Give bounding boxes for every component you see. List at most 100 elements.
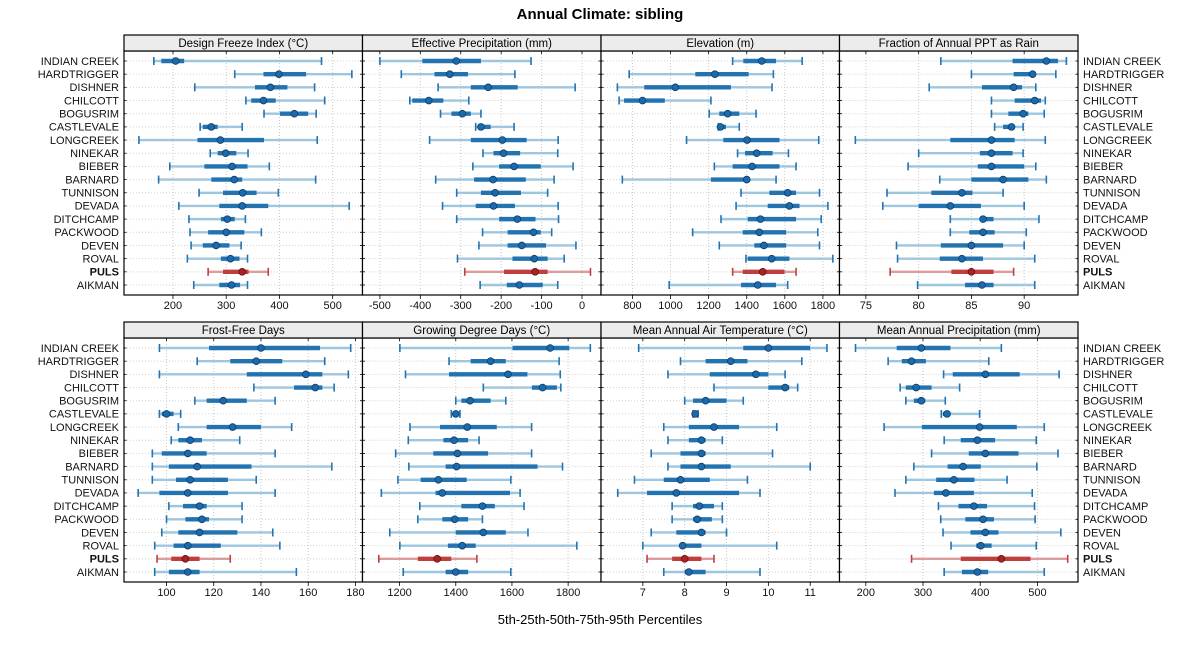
station-label-right-deven: DEVEN: [1083, 240, 1121, 252]
median-dot: [491, 188, 499, 197]
percentile-row-tunnison: [905, 475, 1008, 484]
percentile-row-bieber: [394, 449, 533, 458]
station-label-left-hardtrigger: HARDTRIGGER: [38, 69, 119, 81]
percentile-row-aikman: [668, 281, 789, 289]
median-dot: [498, 136, 507, 144]
percentile-row-bieber: [907, 162, 1037, 171]
median-dot: [193, 462, 202, 471]
x-tick-label: 200: [164, 300, 182, 312]
median-dot: [997, 555, 1006, 563]
station-label-right-indian-creek: INDIAN CREEK: [1083, 343, 1162, 355]
median-dot: [958, 254, 966, 263]
x-tick-label: 140: [252, 587, 270, 599]
median-dot: [458, 541, 467, 550]
median-dot: [183, 449, 192, 458]
station-label-right-puls: PULS: [1083, 554, 1112, 566]
median-dot: [726, 357, 735, 365]
percentile-row-packwood: [671, 515, 724, 524]
median-dot: [685, 568, 693, 576]
percentile-row-castlevale: [474, 122, 515, 131]
median-dot: [959, 462, 967, 471]
station-label-left-ditchcamp: DITCHCAMP: [54, 501, 119, 513]
median-dot: [697, 528, 706, 537]
median-dot: [967, 241, 976, 250]
median-dot: [671, 83, 680, 92]
strip-title: Growing Degree Days (°C): [413, 325, 550, 337]
percentile-row-chilcott: [990, 96, 1047, 105]
percentile-row-ditchcamp: [937, 502, 1036, 511]
median-dot: [680, 555, 689, 563]
station-label-left-longcreek: LONGCREEK: [50, 422, 120, 434]
percentile-row-ninekar: [407, 436, 480, 445]
median-dot: [266, 83, 275, 92]
median-dot: [1028, 70, 1037, 78]
station-label-left-ditchcamp: DITCHCAMP: [54, 214, 119, 226]
median-dot: [1007, 123, 1016, 131]
median-dot: [676, 475, 685, 484]
median-dot: [257, 344, 265, 352]
percentile-row-longcreek: [409, 423, 533, 432]
median-dot: [450, 436, 458, 445]
median-dot: [434, 475, 443, 484]
percentile-row-bogusrim: [708, 109, 757, 118]
station-label-right-tunnison: TUNNISON: [1083, 188, 1141, 200]
strip-title: Design Freeze Index (°C): [178, 38, 308, 50]
station-label-left-chilcott: CHILCOTT: [64, 382, 119, 394]
median-dot: [742, 175, 751, 184]
median-dot: [458, 109, 467, 118]
percentile-row-bogusrim: [454, 396, 507, 405]
percentile-row-dishner: [928, 83, 1037, 92]
median-dot: [499, 149, 508, 158]
panel-background: [839, 338, 1078, 582]
station-label-left-packwood: PACKWOOD: [54, 227, 119, 239]
median-dot: [478, 502, 487, 510]
median-dot: [466, 396, 474, 405]
percentile-row-hardtrigger: [196, 357, 326, 366]
percentile-row-hardtrigger: [628, 70, 775, 79]
panel-background: [601, 51, 840, 295]
percentile-row-longcreek: [883, 423, 1046, 432]
percentile-row-ninekar: [667, 436, 724, 445]
percentile-row-packwood: [939, 515, 1036, 524]
median-dot: [1042, 57, 1051, 65]
percentile-row-deven: [478, 241, 577, 250]
median-dot: [973, 436, 982, 445]
percentile-row-castlevale: [716, 122, 741, 131]
percentile-row-bogusrim: [905, 396, 947, 405]
percentile-row-chilcott: [899, 383, 961, 392]
percentile-row-ninekar: [736, 149, 790, 158]
station-label-right-packwood: PACKWOOD: [1083, 514, 1148, 526]
median-dot: [757, 57, 766, 65]
x-tick-label: 400: [971, 587, 989, 599]
strip-title: Effective Precipitation (mm): [412, 38, 553, 50]
median-dot: [531, 268, 539, 276]
median-dot: [693, 515, 702, 524]
percentile-row-puls: [377, 554, 478, 563]
x-tick-label: 11: [804, 587, 815, 599]
median-dot: [697, 462, 706, 471]
percentile-row-aikman: [479, 281, 559, 289]
percentile-row-bogusrim: [263, 109, 317, 118]
x-tick-label: 75: [860, 300, 872, 312]
strip-title: Fraction of Annual PPT as Rain: [879, 38, 1039, 50]
median-dot: [230, 175, 238, 184]
median-dot: [275, 70, 283, 78]
median-dot: [981, 528, 990, 537]
axis-caption: 5th-25th-50th-75th-95th Percentiles: [498, 612, 703, 627]
station-label-right-dishner: DISHNER: [1083, 369, 1133, 381]
x-tick-label: -100: [531, 300, 553, 312]
percentile-row-devada: [616, 488, 761, 497]
station-label-right-ninekar: NINEKAR: [1083, 148, 1132, 160]
median-dot: [302, 370, 310, 379]
station-label-left-puls: PULS: [90, 267, 119, 279]
station-label-left-barnard: BARNARD: [65, 174, 119, 186]
percentile-row-bieber: [151, 449, 276, 458]
x-tick-label: -300: [450, 300, 472, 312]
panel-background: [839, 51, 1078, 295]
station-label-left-aikman: AIKMAN: [77, 567, 119, 579]
x-tick-label: 80: [913, 300, 925, 312]
strip-title: Frost-Free Days: [202, 325, 285, 337]
percentile-row-longcreek: [854, 136, 1047, 145]
median-dot: [479, 528, 488, 537]
